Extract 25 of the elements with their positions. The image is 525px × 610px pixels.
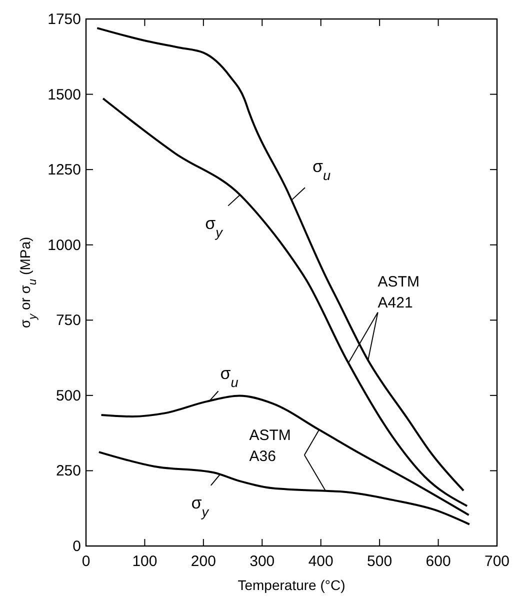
annotation: ASTM A421 (378, 273, 420, 312)
y-tick-label: 250 (56, 462, 81, 480)
line-series (96, 27, 465, 492)
x-tick-label: 400 (308, 553, 334, 570)
annotation: ASTM A36 (249, 427, 291, 465)
x-axis-title: Temperature (°C) (238, 577, 346, 593)
series-label: σ$_{u}$ (312, 157, 331, 183)
x-tick-label: 300 (250, 553, 275, 570)
y-tick-label: 1000 (48, 236, 81, 254)
x-tick-label: 100 (132, 553, 158, 570)
line-series (98, 451, 470, 526)
y-tick-label: 1500 (48, 86, 81, 104)
y-tick-label: 0 (72, 538, 81, 555)
x-tick-label: 200 (190, 553, 216, 570)
legend-label: σ$_{y}$ (191, 494, 210, 520)
line-series (102, 98, 468, 507)
y-tick-label: 750 (56, 312, 81, 330)
series-label: σ$_{u}$ (220, 364, 239, 390)
x-tick-label: 700 (484, 553, 510, 570)
y-tick-label: 500 (56, 387, 81, 404)
legend-label: σ$_{y}$ (205, 214, 224, 240)
y-tick-label: 1250 (48, 162, 81, 179)
x-tick-label: 500 (367, 553, 392, 570)
y-tick-label: 1750 (48, 11, 81, 28)
x-tick-label: 600 (426, 553, 451, 570)
